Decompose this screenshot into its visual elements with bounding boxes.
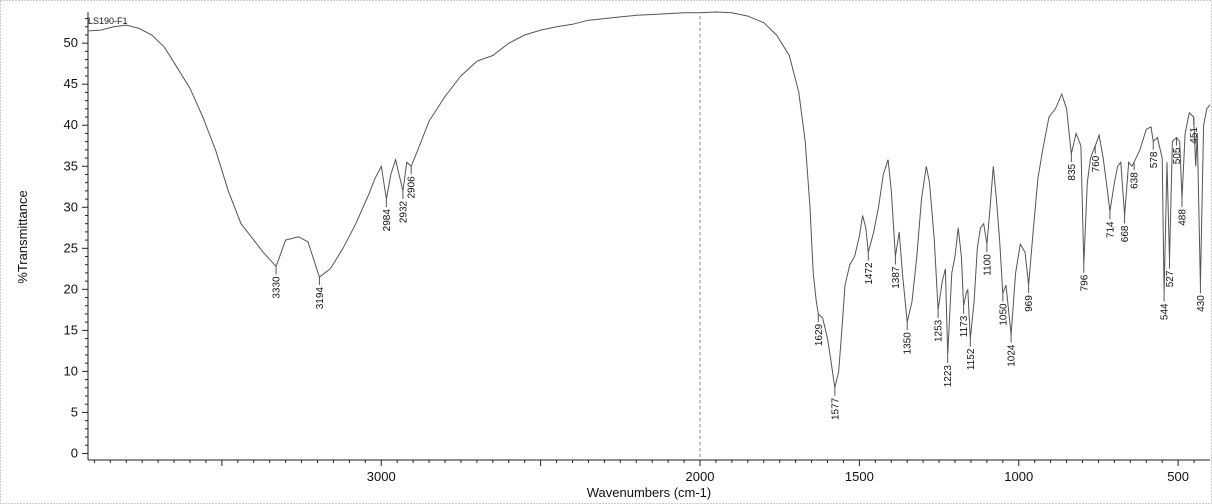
peak-label: 430 [1196,295,1207,312]
y-tick-label: 5 [71,404,78,419]
peak-label: 1387 [891,266,902,289]
peak-label: 2984 [382,209,393,232]
peak-label: 451 [1189,127,1200,144]
y-axis: 0 5 10 15 20 25 30 35 40 45 50 [64,18,88,460]
y-tick-label: 0 [71,445,78,460]
y-tick-label: 50 [64,35,78,50]
x-tick-label: 500 [1167,469,1189,484]
peak-label: 1223 [943,365,954,388]
peak-label: 3330 [272,276,283,299]
x-tick-label: 2000 [686,469,715,484]
peak-label: 1577 [830,397,841,420]
y-tick-label: 10 [64,363,78,378]
peak-label: 1024 [1007,344,1018,367]
peak-label: 1350 [903,332,914,355]
peak-label: 835 [1067,163,1078,180]
y-tick-label: 15 [64,322,78,337]
peak-label: 668 [1120,225,1131,242]
spectrum-line [87,11,1211,388]
peak-label: 578 [1149,151,1160,168]
sample-label: LS190-F1 [88,16,128,26]
peak-label: 2906 [407,176,418,199]
x-tick-label: 1500 [845,469,874,484]
peak-label: 1253 [934,319,945,342]
peak-label: 760 [1091,155,1102,172]
x-tick-label: 3000 [367,469,396,484]
y-tick-label: 45 [64,76,78,91]
peak-label: 1152 [966,348,977,370]
series-group [87,11,1211,388]
peak-label: 1100 [982,254,993,276]
peak-label: 527 [1165,270,1176,287]
peak-label: 969 [1024,295,1035,312]
peak-label: 1050 [998,303,1009,326]
peak-label: 1629 [814,323,825,346]
y-tick-label: 35 [64,158,78,173]
peak-label: 1173 [959,315,970,337]
plot-frame [87,12,1210,461]
peak-label: 1472 [864,262,875,285]
y-axis-title: %Transmittance [15,190,30,283]
x-axis: 3000 2000 1500 1000 500 [93,460,1195,484]
x-tick-label: 1000 [1004,469,1033,484]
y-tick-label: 20 [64,281,78,296]
peak-label: 544 [1160,303,1171,320]
peak-label: 638 [1130,172,1141,189]
y-tick-label: 30 [64,199,78,214]
y-tick-label: 25 [64,240,78,255]
y-tick-label: 40 [64,117,78,132]
peak-label: 714 [1105,221,1116,238]
peak-label: 488 [1178,209,1189,226]
peak-label: 2932 [398,200,409,223]
peak-label: 505 [1172,147,1183,164]
x-axis-title: Wavenumbers (cm-1) [587,485,711,500]
peak-label: 3194 [315,287,326,310]
peak-label: 796 [1079,274,1090,291]
